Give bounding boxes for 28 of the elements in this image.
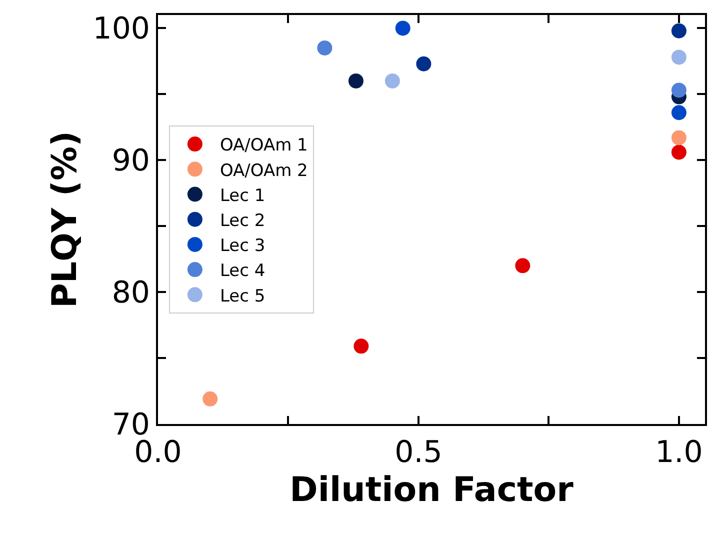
legend-label: Lec 2	[220, 210, 266, 231]
point	[671, 105, 686, 120]
legend-label: OA/OAm 2	[220, 160, 308, 181]
point	[671, 130, 686, 146]
x-tick-label: 1.0	[655, 435, 703, 470]
legend-label: Lec 3	[220, 236, 266, 256]
y-tick-label: 80	[112, 276, 150, 311]
x-tick-label: 0.5	[394, 435, 442, 470]
legend-label: Lec 1	[220, 186, 266, 206]
x-axis-title: Dilution Factor	[290, 470, 574, 510]
y-axis-title: PLQY (%)	[44, 130, 85, 308]
point	[671, 82, 686, 98]
point	[348, 73, 364, 88]
point	[416, 56, 432, 72]
point	[317, 40, 332, 56]
legend-label: Lec 5	[220, 286, 266, 306]
point	[395, 20, 410, 36]
point	[671, 144, 686, 160]
point	[384, 73, 400, 88]
point	[202, 391, 218, 406]
y-tick-label: 100	[92, 12, 150, 47]
legend-label: OA/OAm 1	[220, 136, 308, 156]
point	[671, 23, 686, 38]
point	[354, 338, 369, 354]
y-tick-label: 90	[112, 144, 150, 179]
legend-label: Lec 4	[220, 261, 266, 282]
point	[671, 50, 686, 65]
point	[515, 258, 530, 274]
